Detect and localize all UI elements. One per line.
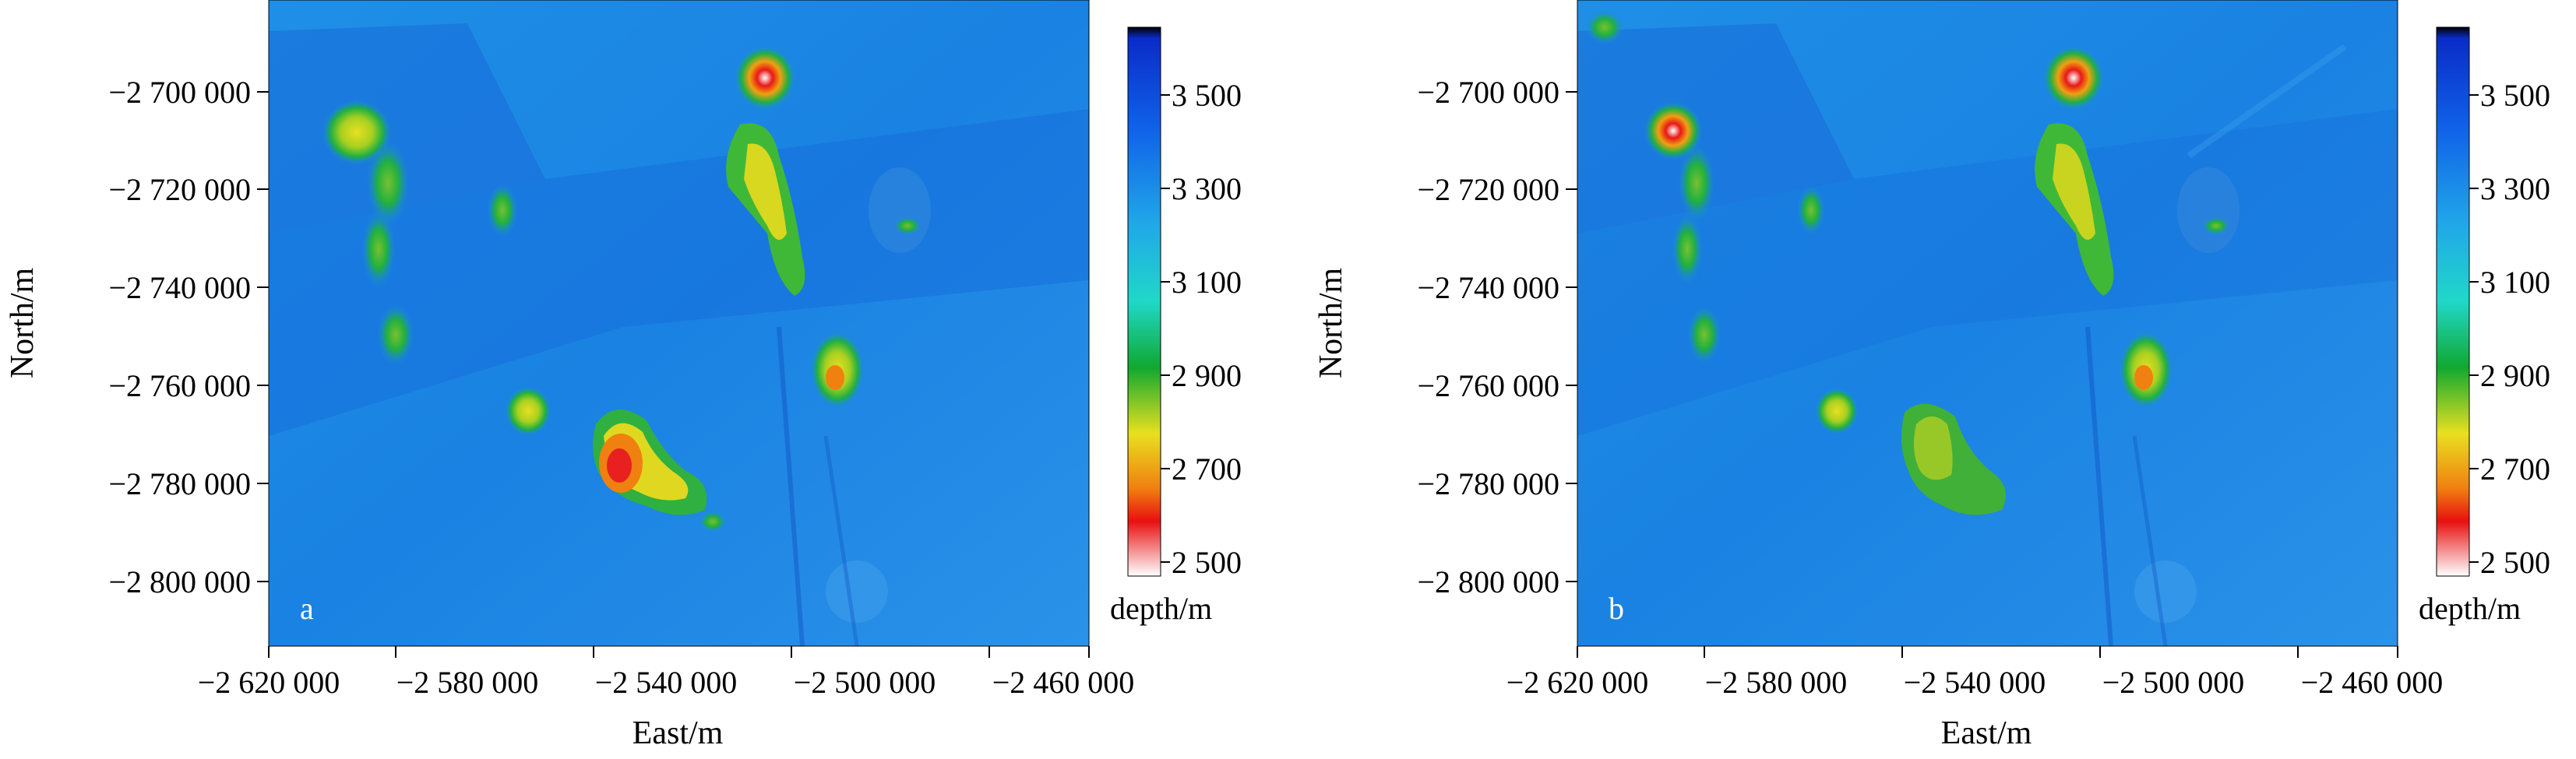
colorbar-tick-label: 2 500 [2480, 545, 2550, 580]
colorbar-a: 3 500 3 300 3 100 2 900 2 700 2 500 dept… [1110, 26, 1242, 626]
x-axis-a: −2 620 000 −2 580 000 −2 540 000 −2 500 … [198, 646, 1135, 751]
y-tick-label: −2 780 000 [108, 466, 251, 501]
colorbar-tick-label: 2 500 [1172, 545, 1242, 580]
panel-b-svg: b −2 620 000 −2 580 000 −2 540 000 −2 50… [1313, 0, 2550, 751]
y-tick-label: −2 760 000 [108, 368, 251, 403]
x-tick-label: −2 500 000 [2102, 665, 2245, 700]
colorbar-title: depth/m [1110, 591, 1212, 626]
map-panel-a: a −2 620 000 −2 580 000 −2 540 000 −2 50… [5, 0, 1242, 751]
x-tick-label: −2 460 000 [992, 665, 1135, 700]
y-axis-a: −2 700 000 −2 720 000 −2 740 000 −2 760 … [5, 75, 269, 599]
colorbar-tick-label: 3 500 [1172, 78, 1242, 113]
colorbar-b: 3 500 3 300 3 100 2 900 2 700 2 500 dept… [2419, 26, 2550, 626]
y-tick-label: −2 800 000 [1417, 564, 1559, 599]
y-tick-label: −2 740 000 [108, 270, 251, 305]
y-tick-label: −2 780 000 [1417, 466, 1559, 501]
y-tick-label: −2 700 000 [1417, 75, 1559, 110]
colorbar-tick-label: 3 500 [2480, 78, 2550, 113]
y-tick-label: −2 720 000 [108, 172, 251, 207]
colorbar-tick-label: 2 900 [1172, 358, 1242, 393]
y-tick-label: −2 760 000 [1417, 368, 1559, 403]
panel-label-a: a [300, 591, 314, 626]
colorbar-tick-label: 2 700 [1172, 452, 1242, 487]
y-tick-label: −2 700 000 [108, 75, 251, 110]
x-tick-label: −2 580 000 [396, 665, 539, 700]
map-panel-b: b −2 620 000 −2 580 000 −2 540 000 −2 50… [1309, 0, 2576, 759]
x-tick-label: −2 500 000 [794, 665, 936, 700]
x-tick-label: −2 620 000 [198, 665, 340, 700]
y-axis-b: −2 700 000 −2 720 000 −2 740 000 −2 760 … [1313, 75, 1577, 599]
colorbar-title: depth/m [2419, 591, 2521, 626]
x-tick-label: −2 540 000 [1904, 665, 2046, 700]
colorbar-tick-label: 2 700 [2480, 452, 2550, 487]
x-tick-label: −2 540 000 [595, 665, 738, 700]
colorbar-tick-label: 3 300 [1172, 171, 1242, 206]
panel-label-b: b [1609, 591, 1624, 626]
x-tick-label: −2 460 000 [2301, 665, 2444, 700]
colorbar-tick-label: 3 300 [2480, 171, 2550, 206]
colorbar-tick-label: 2 900 [2480, 358, 2550, 393]
x-tick-label: −2 620 000 [1506, 665, 1649, 700]
y-tick-label: −2 720 000 [1417, 172, 1559, 207]
colorbar-tick-label: 3 100 [1172, 265, 1242, 300]
panel-a-svg: a −2 620 000 −2 580 000 −2 540 000 −2 50… [5, 0, 1242, 751]
colorbar-tick-label: 3 100 [2480, 265, 2550, 300]
y-tick-label: −2 740 000 [1417, 270, 1559, 305]
bathymetry-map-b [1577, 0, 2398, 646]
x-axis-title: East/m [633, 715, 724, 751]
x-axis-b: −2 620 000 −2 580 000 −2 540 000 −2 500 … [1506, 646, 2444, 751]
y-tick-label: −2 800 000 [108, 564, 251, 599]
y-axis-title: North/m [5, 268, 41, 379]
x-tick-label: −2 580 000 [1705, 665, 1848, 700]
x-axis-title: East/m [1941, 715, 2032, 751]
bathymetry-map-a [269, 0, 1089, 646]
y-axis-title: North/m [1313, 268, 1349, 379]
